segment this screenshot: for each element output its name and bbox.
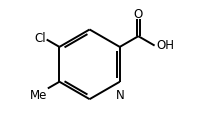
Text: O: O <box>134 8 143 21</box>
Text: Me: Me <box>30 89 47 102</box>
Text: OH: OH <box>156 39 174 52</box>
Text: Cl: Cl <box>34 32 46 45</box>
Text: N: N <box>116 89 125 102</box>
